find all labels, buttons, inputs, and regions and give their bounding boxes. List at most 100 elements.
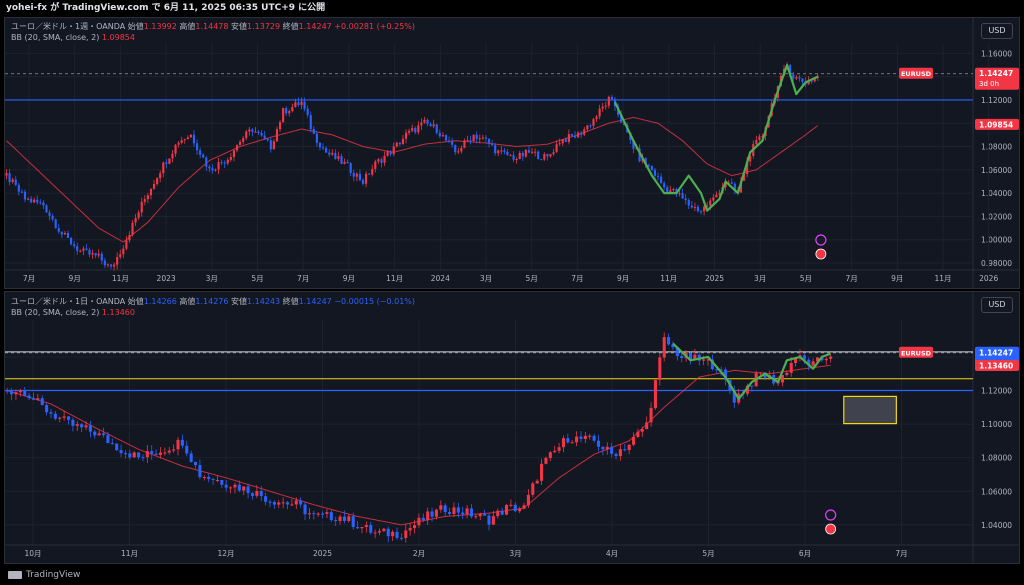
candle-body <box>531 483 535 495</box>
candle-body <box>254 131 257 133</box>
candle-body <box>763 372 767 378</box>
candle-body <box>583 435 587 439</box>
candle-body <box>217 162 220 170</box>
y-tick-label: 1.10000 <box>981 420 1012 429</box>
candle-body <box>211 168 214 171</box>
symbol-tag <box>899 67 933 79</box>
candle-body <box>509 504 513 506</box>
candle-body <box>430 511 434 517</box>
weekly-indicator-legend: BB (20, SMA, close, 2) 1.09854 <box>11 33 135 42</box>
candle-body <box>60 231 63 235</box>
x-tick-label: 5月 <box>526 274 538 283</box>
daily-close-label: 終値 <box>282 297 299 306</box>
candle-body <box>260 132 263 136</box>
candle-body <box>801 78 804 82</box>
candle-body <box>268 501 272 503</box>
candle-body <box>58 417 62 419</box>
weekly-chart-svg[interactable]: 1.160001.140001.120001.100001.080001.060… <box>5 18 1020 289</box>
bollinger-basis-line <box>6 116 819 243</box>
candle-body <box>23 191 27 200</box>
candle-body <box>51 215 54 220</box>
candle-body <box>426 511 430 521</box>
candle-body <box>76 246 79 251</box>
candle-body <box>202 154 205 158</box>
candle-body <box>401 138 405 145</box>
daily-indicator-value: 1.13460 <box>101 308 135 317</box>
candle-body <box>509 155 512 157</box>
candle-body <box>131 222 134 235</box>
candle-body <box>660 176 663 184</box>
candle-body <box>39 202 42 204</box>
candle-body <box>434 509 438 517</box>
candle-body <box>158 452 163 455</box>
candle-body <box>487 138 491 144</box>
highlight-rectangle <box>843 395 897 425</box>
candle-body <box>733 183 736 190</box>
daily-open: 1.14266 <box>143 297 177 306</box>
candle-body <box>337 156 340 159</box>
candle-body <box>342 516 346 521</box>
candle-body <box>75 424 79 426</box>
candle-body <box>215 480 219 482</box>
candle-body <box>484 137 488 139</box>
candle-body <box>263 135 266 139</box>
drawn-pattern-line <box>672 342 831 400</box>
daily-currency-button[interactable]: USD <box>981 297 1013 313</box>
candle-body <box>549 154 552 157</box>
y-tick-label: 1.02000 <box>981 212 1012 221</box>
candle-body <box>69 237 73 245</box>
candle-body <box>526 494 530 506</box>
candle-body <box>88 249 91 255</box>
candle-body <box>553 450 557 453</box>
weekly-low-label: 安値 <box>231 22 248 31</box>
lightning-event-icon <box>825 509 837 521</box>
candle-body <box>162 162 165 174</box>
candle-body <box>589 125 592 127</box>
candle-body <box>309 115 312 130</box>
x-tick-label: 9月 <box>69 274 81 283</box>
candle-body <box>189 453 193 462</box>
candle-body <box>264 496 268 502</box>
candle-body <box>115 443 119 451</box>
candle-body <box>272 501 276 505</box>
candle-body <box>411 128 414 131</box>
candle-body <box>171 153 174 159</box>
candle-body <box>398 142 401 145</box>
candle-body <box>23 390 27 396</box>
candle-body <box>527 150 531 153</box>
candle-body <box>802 355 806 360</box>
candle-body <box>85 248 88 250</box>
symbol-tag-label: EURUSD <box>901 349 932 357</box>
x-tick-label: 10月 <box>24 549 41 558</box>
candle-body <box>672 189 675 191</box>
daily-chart-pane[interactable]: 1.140001.120001.100001.080001.060001.040… <box>4 291 1020 564</box>
candle-body <box>325 512 329 514</box>
candle-body <box>288 111 291 114</box>
candle-body <box>478 513 482 517</box>
candle-body <box>491 516 495 525</box>
candle-body <box>137 452 141 458</box>
candle-body <box>79 250 82 252</box>
candle-body <box>746 161 749 175</box>
daily-chart-svg[interactable]: 1.140001.120001.100001.080001.060001.040… <box>5 292 1020 564</box>
candle-body <box>156 178 159 185</box>
candle-body <box>494 145 497 154</box>
candle-body <box>706 359 710 361</box>
candle-body <box>352 172 355 177</box>
candle-body <box>106 435 110 444</box>
daily-high: 1.14276 <box>195 297 229 306</box>
candle-body <box>421 517 425 521</box>
candle-body <box>824 358 828 361</box>
candle-body <box>623 449 627 451</box>
weekly-chart-pane[interactable]: 1.160001.140001.120001.100001.080001.060… <box>4 17 1020 289</box>
candle-body <box>575 436 579 443</box>
symbol-tag-label: EURUSD <box>901 70 932 78</box>
candle-body <box>447 140 451 142</box>
candle-body <box>426 119 429 124</box>
candle-body <box>724 182 727 187</box>
weekly-symbol: ユーロ／米ドル・1週・OANDA <box>11 22 126 31</box>
candle-body <box>97 253 100 256</box>
weekly-currency-button[interactable]: USD <box>981 23 1013 39</box>
candle-body <box>693 354 697 361</box>
candle-body <box>540 463 544 481</box>
